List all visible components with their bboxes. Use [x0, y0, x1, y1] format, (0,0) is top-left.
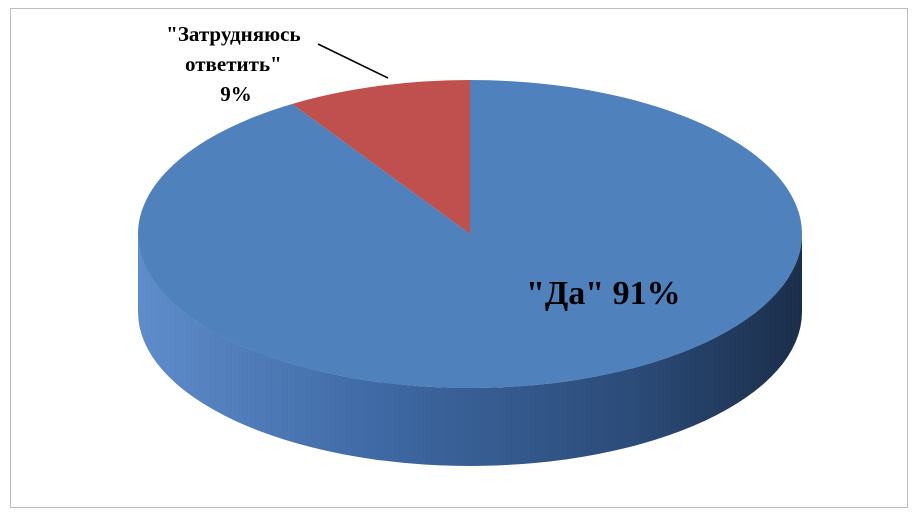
label-da-line: "Да" 91%	[526, 275, 681, 312]
slice-da	[137, 80, 802, 389]
pie-side	[138, 234, 802, 466]
label-zatrudnyayus-pct: 9%	[220, 82, 252, 106]
slice-side-da	[138, 234, 802, 466]
pie-top	[137, 80, 802, 389]
label-zatrudnyayus-line-1: "Затрудняюсь	[166, 22, 300, 46]
label-zatrudnyayus-line-2: ответить"	[185, 52, 282, 76]
label-da: "Да" 91%	[526, 275, 681, 312]
leader-line	[317, 43, 389, 79]
slice-zatrudnyayus	[292, 80, 470, 234]
label-zatrudnyayus: "Затрудняюсь ответить" 9%	[166, 22, 306, 106]
